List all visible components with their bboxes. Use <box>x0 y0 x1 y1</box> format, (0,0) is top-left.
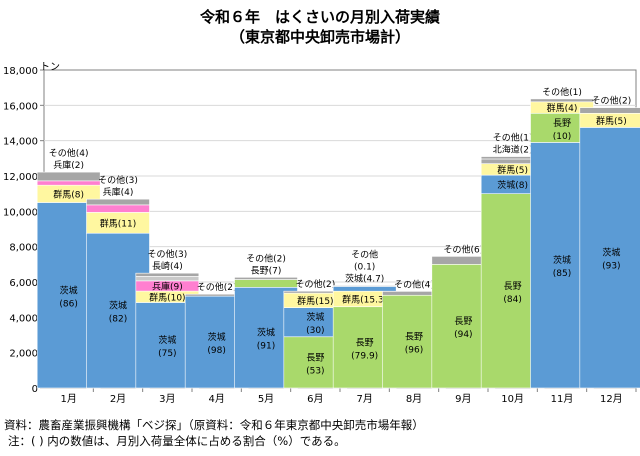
bar-segment <box>579 127 640 389</box>
bar-segment <box>234 277 298 280</box>
segment-label: その他 <box>351 249 378 261</box>
x-tick-label: 12月 <box>600 393 623 405</box>
segment-label: (82) <box>109 315 127 325</box>
segment-label: (91) <box>257 342 275 352</box>
segment-label: 茨城 <box>602 247 620 259</box>
y-tick-label: 6,000 <box>9 278 38 289</box>
bar-segment <box>135 272 200 277</box>
y-unit-label: トン <box>40 62 60 73</box>
segment-label: 茨城(8) <box>497 179 528 191</box>
segment-label: 兵庫(4) <box>103 186 134 198</box>
segment-label: 長野 <box>405 332 423 343</box>
segment-label: 茨城 <box>60 284 78 296</box>
segment-label: その他(2) <box>197 281 237 293</box>
source-note: 資料：農畜産業振興機構「ベジ探」（原資料：令和６年東京都中央卸売市場年報） <box>4 418 424 432</box>
segment-label: 北海道(2) <box>493 144 533 156</box>
segment-label: 長野 <box>306 352 324 363</box>
bar-segment <box>86 204 150 213</box>
segment-label: その他(1) <box>493 132 533 144</box>
bar-segment <box>579 107 640 114</box>
y-tick-label: 14,000 <box>3 137 38 148</box>
segment-label: その他(6) <box>443 243 483 255</box>
y-tick-label: 16,000 <box>3 101 38 112</box>
segment-label: 茨城(4.7) <box>345 273 384 285</box>
segment-label: (96) <box>405 346 423 356</box>
segment-label: その他(2) <box>295 278 335 290</box>
segment-label: 群馬(8) <box>53 188 84 200</box>
segment-label: その他(2) <box>591 95 631 107</box>
bar-segment <box>234 279 298 288</box>
segment-label: 茨城 <box>208 331 226 343</box>
segment-label: (0.1) <box>354 263 375 273</box>
segment-label: 茨城 <box>158 334 176 346</box>
segment-label: 茨城 <box>109 300 127 312</box>
segment-label: 長野 <box>356 337 374 348</box>
segment-label: (94) <box>454 330 472 340</box>
y-tick-label: 12,000 <box>3 172 38 183</box>
segment-label: その他(4) <box>49 147 89 159</box>
chart-title: 令和６年 はくさいの月別入荷実績 <box>199 8 440 26</box>
bar-segment <box>86 198 150 206</box>
segment-label: 長野 <box>504 281 522 292</box>
segment-label: (85) <box>553 269 571 279</box>
y-tick-label: 4,000 <box>9 313 38 324</box>
bar-segment <box>530 98 594 103</box>
x-tick-label: 11月 <box>551 393 574 405</box>
chart-subtitle: （東京都中央卸売市場計） <box>229 28 410 46</box>
segment-label: 群馬(5) <box>497 164 528 176</box>
segment-label: 兵庫(2) <box>53 159 84 171</box>
segment-label: 群馬(4) <box>547 102 578 114</box>
x-tick-label: 5月 <box>258 393 274 405</box>
segment-label: (86) <box>59 299 77 309</box>
y-tick-label: 10,000 <box>3 207 38 218</box>
segment-label: 兵庫(9) <box>152 280 183 292</box>
y-tick-label: 18,000 <box>3 66 38 77</box>
bar-segment <box>36 171 101 182</box>
segment-label: 長野 <box>454 316 472 327</box>
segment-label: 群馬(11) <box>100 217 136 229</box>
segment-label: 長野 <box>553 118 571 129</box>
segment-label: 群馬(15.3) <box>342 293 387 305</box>
x-tick-label: 6月 <box>307 393 323 405</box>
x-tick-label: 8月 <box>406 393 422 405</box>
segment-label: (79.9) <box>351 351 378 361</box>
bar-segment <box>332 286 397 292</box>
segment-label: 群馬(10) <box>149 291 185 303</box>
segment-label: (93) <box>602 262 620 272</box>
segment-label: (30) <box>306 326 324 336</box>
segment-label: 茨城 <box>306 311 324 323</box>
segment-label: (53) <box>306 366 324 376</box>
bar-segment <box>135 276 200 282</box>
x-tick-label: 7月 <box>356 393 372 405</box>
segment-label: 茨城 <box>257 327 275 339</box>
x-tick-label: 1月 <box>60 393 76 405</box>
segment-label: その他(3) <box>98 174 138 186</box>
y-tick-label: 8,000 <box>9 243 38 254</box>
x-tick-label: 3月 <box>159 393 175 405</box>
segment-label: 群馬(5) <box>596 115 627 127</box>
bar-segment <box>332 285 397 287</box>
segment-label: 長崎(4) <box>152 260 183 272</box>
y-tick-label: 0 <box>32 384 38 395</box>
x-tick-label: 9月 <box>455 393 471 405</box>
segment-label: (75) <box>158 349 176 359</box>
segment-label: その他(1) <box>542 86 582 98</box>
segment-label: 群馬(15) <box>297 295 333 307</box>
segment-label: 長野(7) <box>251 265 282 276</box>
x-tick-label: 10月 <box>501 393 524 405</box>
segment-label: その他(3) <box>147 248 187 260</box>
segment-label: (10) <box>553 132 571 142</box>
y-tick-label: 2,000 <box>9 349 38 360</box>
percent-note: 注：( ) 内の数値は、月別入荷量全体に占める割合（%）である。 <box>8 434 346 448</box>
segment-label: 茨城 <box>553 254 571 266</box>
segment-label: (84) <box>503 295 521 305</box>
segment-label: その他(4) <box>394 278 434 290</box>
x-tick-label: 4月 <box>208 393 224 405</box>
bar-segment <box>36 180 101 186</box>
segment-label: (98) <box>207 346 225 356</box>
x-tick-label: 2月 <box>110 393 126 405</box>
segment-label: その他(2) <box>246 252 286 264</box>
